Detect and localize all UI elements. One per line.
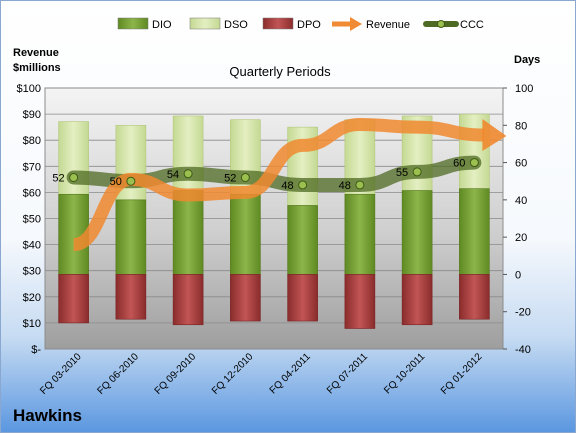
right-tick-label: -20: [515, 307, 531, 319]
category-label: FQ 09-2010: [153, 351, 199, 397]
legend-label-dio: DIO: [152, 19, 172, 31]
dio-bar: [115, 199, 147, 275]
legend-label-dpo: DPO: [297, 19, 321, 31]
ccc-data-label: 48: [339, 180, 351, 192]
dpo-bar: [58, 274, 89, 324]
category-label: FQ 06-2010: [95, 351, 141, 397]
left-axis-label-line2: $millions: [13, 62, 61, 74]
dio-bar: [344, 193, 376, 275]
dpo-bar: [172, 274, 204, 326]
right-tick-label: 60: [515, 158, 527, 170]
right-tick-label: 0: [515, 269, 521, 281]
left-tick-label: $90: [23, 109, 41, 121]
legend: DIO DSO DPO Revenue CCC: [117, 17, 484, 31]
dio-bar: [172, 190, 204, 275]
left-tick-label: $70: [23, 161, 41, 173]
ccc-marker: [355, 180, 365, 190]
ccc-marker: [183, 169, 193, 179]
legend-swatch-ccc-marker: [437, 20, 445, 28]
category-label: FQ 10-2011: [382, 351, 427, 396]
legend-swatch-dio: [117, 17, 149, 30]
category-label: FQ 03-2010: [38, 351, 84, 397]
ccc-data-label: 52: [52, 172, 64, 184]
revenue-arrowhead: [482, 118, 507, 151]
left-tick-label: $10: [23, 318, 41, 330]
left-tick-label: $-: [31, 344, 41, 356]
ccc-marker: [69, 172, 79, 182]
dpo-bar: [230, 274, 261, 322]
left-tick-label: $100: [17, 83, 41, 95]
dio-bar: [459, 188, 490, 275]
left-tick-label: $30: [23, 266, 41, 278]
right-tick-label: 20: [515, 232, 527, 244]
line-series: 52 50 54 52 48 48 55 60: [52, 118, 507, 252]
right-axis-label: Days: [514, 54, 540, 66]
left-tick-label: $60: [23, 187, 41, 199]
left-tick-label: $50: [23, 214, 41, 226]
dpo-bar: [401, 274, 433, 326]
company-name: Hawkins: [13, 406, 82, 425]
left-axis-label-line1: Revenue: [13, 47, 59, 59]
left-tick-label: $20: [23, 292, 41, 304]
left-tick-label: $80: [23, 135, 41, 147]
ccc-marker: [412, 167, 422, 177]
dpo-bar: [115, 274, 147, 320]
right-tick-label: 80: [515, 120, 527, 132]
dpo-bar: [344, 274, 376, 329]
right-tick-label: -40: [515, 344, 531, 356]
dio-bar: [230, 193, 261, 275]
legend-swatch-dso: [189, 17, 221, 30]
chart-title: Quarterly Periods: [229, 64, 331, 79]
dpo-bar: [287, 274, 318, 322]
legend-swatch-dpo: [262, 17, 294, 30]
ccc-data-label: 54: [167, 169, 179, 181]
ccc-data-label: 52: [224, 172, 236, 184]
ccc-data-label: 50: [110, 176, 122, 188]
category-label: FQ 01-2012: [439, 351, 485, 397]
category-label: FQ 12-2010: [210, 351, 256, 397]
ccc-marker: [469, 158, 479, 168]
bar-series: [58, 113, 490, 329]
dio-bar: [58, 193, 89, 275]
category-label: FQ 07-2011: [325, 351, 370, 396]
ccc-data-label: 60: [453, 158, 465, 170]
right-tick-label: 40: [515, 195, 527, 207]
dio-bar: [287, 205, 318, 275]
ccc-data-label: 55: [396, 167, 408, 179]
legend-label-ccc: CCC: [460, 19, 484, 31]
dpo-bar: [459, 274, 490, 320]
legend-label-revenue: Revenue: [366, 19, 410, 31]
legend-swatch-revenue-head: [350, 17, 362, 31]
category-label: FQ 04-2011: [268, 351, 313, 396]
ccc-marker: [298, 180, 308, 190]
ccc-marker: [126, 176, 136, 186]
ccc-data-label: 48: [281, 180, 293, 192]
left-tick-label: $40: [23, 240, 41, 252]
legend-label-dso: DSO: [224, 19, 248, 31]
dio-bar: [401, 190, 433, 275]
right-tick-label: 100: [515, 83, 533, 95]
ccc-marker: [240, 172, 250, 182]
